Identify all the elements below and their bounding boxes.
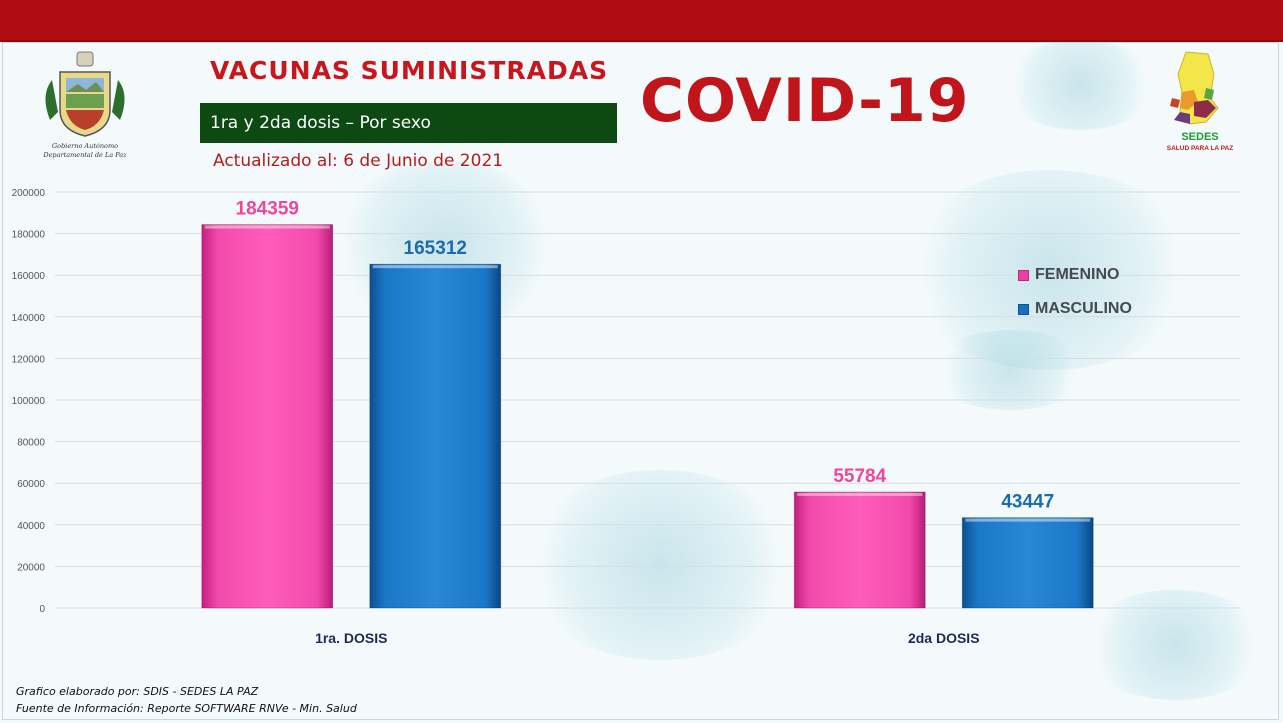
- bar-femenino-2: [793, 491, 926, 609]
- bar-highlight: [372, 265, 498, 269]
- updated-date: Actualizado al: 6 de Junio de 2021: [213, 151, 504, 171]
- virus-decoration: [1000, 40, 1160, 130]
- y-tick-label: 80000: [17, 438, 45, 449]
- category-label-2: 2da DOSIS: [908, 630, 980, 646]
- chart-legend: FEMENINO MASCULINO: [1018, 258, 1132, 326]
- bar-masculino-2: [961, 517, 1094, 609]
- virus-decoration: [900, 170, 1200, 370]
- subtitle-banner: 1ra y 2da dosis – Por sexo: [200, 103, 617, 143]
- slide-frame: [2, 42, 1279, 720]
- legend-label-femenino: FEMENINO: [1035, 266, 1120, 283]
- gobernacion-seal-icon: Gobierno Autónomo Departamental de La Pa…: [42, 51, 127, 159]
- data-label-masculino-2: 43447: [1001, 492, 1054, 513]
- y-tick-label: 100000: [12, 396, 46, 407]
- legend-item-femenino: FEMENINO: [1018, 258, 1132, 292]
- top-banner-bar: [0, 0, 1283, 42]
- category-label-1: 1ra. DOSIS: [315, 630, 387, 646]
- data-labels: 184359 165312 55784 43447: [236, 199, 1055, 513]
- bar-femenino-1: [201, 224, 334, 609]
- legend-swatch-femenino: [1018, 269, 1029, 281]
- covid-banner-title: COVID-19: [640, 66, 970, 136]
- y-tick-label: 200000: [12, 188, 46, 199]
- data-label-masculino-1: 165312: [404, 238, 467, 259]
- y-axis-ticks: 0 20000 40000 60000 80000 100000 120000 140000 1…: [12, 188, 46, 615]
- bar-highlight: [965, 518, 1091, 522]
- bars: [201, 224, 1094, 609]
- y-tick-label: 140000: [12, 313, 46, 324]
- y-tick-label: 160000: [12, 271, 46, 282]
- sedes-tagline: SALUD PARA LA PAZ: [1167, 145, 1233, 152]
- y-tick-label: 20000: [17, 562, 45, 573]
- legend-swatch-masculino: [1018, 303, 1029, 315]
- bar-masculino-1: [369, 263, 502, 609]
- data-label-femenino-2: 55784: [833, 466, 886, 487]
- y-tick-label: 180000: [12, 230, 46, 241]
- seal-caption-line1: Gobierno Autónomo: [52, 142, 118, 150]
- virus-decoration: [930, 330, 1090, 410]
- legend-item-masculino: MASCULINO: [1018, 292, 1132, 326]
- bar-highlight: [797, 492, 923, 496]
- sedes-map-logo-icon: SEDES SALUD PARA LA PAZ: [1167, 51, 1233, 152]
- sedes-name: SEDES: [1181, 131, 1218, 143]
- credits-line-1: Grafico elaborado por: SDIS - SEDES LA P…: [16, 685, 259, 698]
- page-title: VACUNAS SUMINISTRADAS: [210, 56, 609, 85]
- category-labels: 1ra. DOSIS 2da DOSIS: [315, 630, 979, 646]
- seal-caption-line2: Departamental de La Paz: [42, 151, 127, 159]
- y-tick-label: 120000: [12, 354, 46, 365]
- bar-highlight: [204, 225, 330, 229]
- footer-credits: Grafico elaborado por: SDIS - SEDES LA P…: [16, 683, 357, 717]
- y-tick-label: 60000: [17, 479, 45, 490]
- y-tick-label: 40000: [17, 521, 45, 532]
- virus-decoration: [520, 470, 800, 660]
- y-tick-label: 0: [39, 604, 45, 615]
- data-label-femenino-1: 184359: [236, 199, 299, 220]
- credits-line-2: Fuente de Información: Reporte SOFTWARE …: [16, 702, 357, 715]
- legend-label-masculino: MASCULINO: [1035, 300, 1132, 317]
